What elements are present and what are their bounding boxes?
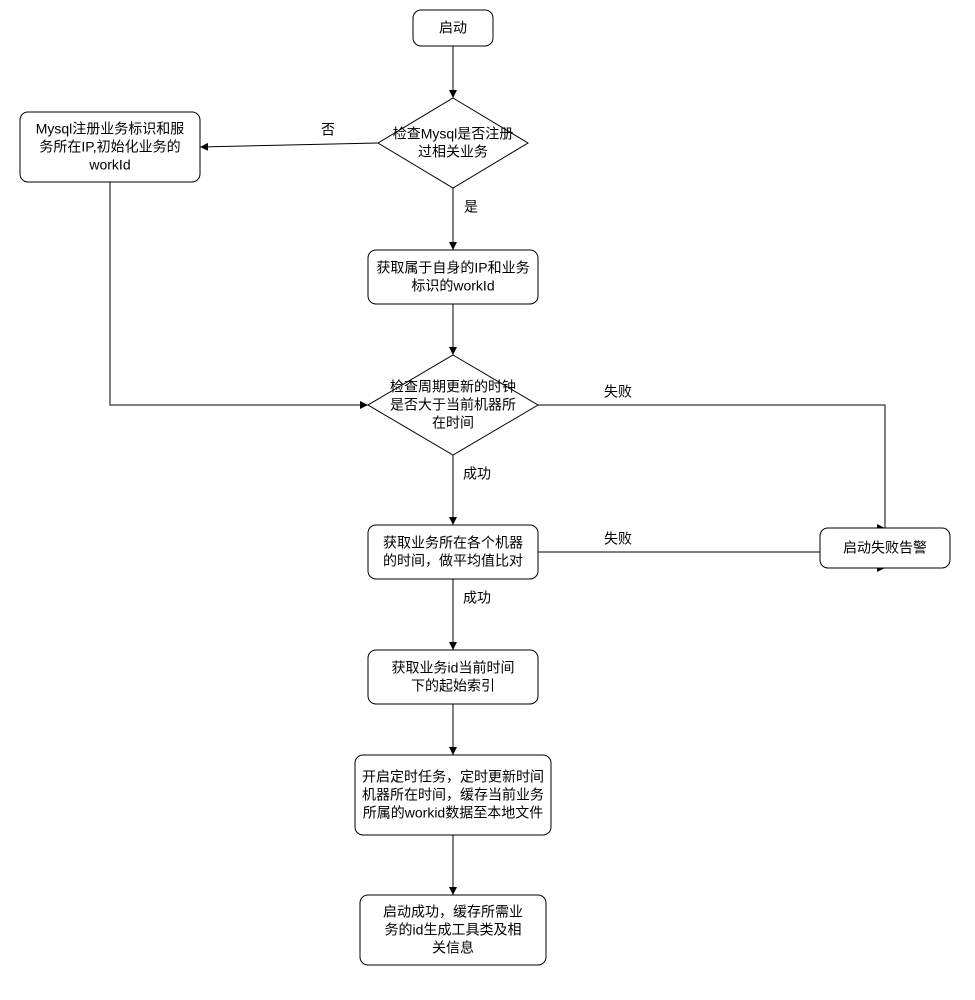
edge bbox=[110, 182, 368, 405]
node-text: 启动成功，缓存所需业 bbox=[383, 904, 523, 920]
node-text: 获取业务所在各个机器 bbox=[383, 535, 523, 551]
edge-label: 否 bbox=[321, 122, 335, 138]
node-text: 标识的workId bbox=[411, 278, 494, 294]
node-text: 所属的workid数据至本地文件 bbox=[363, 805, 543, 821]
edge-label: 失败 bbox=[604, 384, 632, 400]
node-text: 检查周期更新的时钟 bbox=[390, 379, 516, 395]
node-text: 的时间，做平均值比对 bbox=[383, 553, 523, 569]
node-idx: 获取业务id当前时间下的起始索引 bbox=[368, 650, 538, 704]
node-text: 检查Mysql是否注册 bbox=[393, 126, 514, 142]
node-timer: 开启定时任务，定时更新时间机器所在时间，缓存当前业务所属的workid数据至本地… bbox=[355, 755, 551, 835]
node-text: 启动 bbox=[439, 20, 467, 36]
node-register: Mysql注册业务标识和服务所在IP,初始化业务的 workId bbox=[20, 112, 200, 182]
node-alarm: 启动失败告警 bbox=[820, 528, 950, 568]
node-text: workId bbox=[88, 157, 130, 173]
node-text: 下的起始索引 bbox=[411, 678, 495, 694]
node-text: 务所在IP,初始化业务的 bbox=[39, 139, 180, 155]
flowchart-canvas: 否是成功失败失败成功启动检查Mysql是否注册过相关业务Mysql注册业务标识和… bbox=[0, 0, 975, 1000]
node-text: 务的id生成工具类及相 bbox=[385, 922, 522, 938]
node-text: 启动失败告警 bbox=[843, 540, 927, 556]
node-avg: 获取业务所在各个机器的时间，做平均值比对 bbox=[368, 525, 538, 579]
node-getworkid: 获取属于自身的IP和业务标识的workId bbox=[368, 250, 538, 304]
node-text: 开启定时任务，定时更新时间 bbox=[362, 769, 544, 785]
edge-label: 是 bbox=[464, 199, 478, 215]
node-text: 关信息 bbox=[432, 940, 474, 956]
node-text: 获取属于自身的IP和业务 bbox=[376, 260, 529, 276]
node-d2: 检查周期更新的时钟是否大于当前机器所在时间 bbox=[368, 355, 538, 455]
node-d1: 检查Mysql是否注册过相关业务 bbox=[378, 98, 528, 188]
node-text: 过相关业务 bbox=[418, 144, 488, 160]
node-text: 获取业务id当前时间 bbox=[392, 660, 515, 676]
node-success: 启动成功，缓存所需业务的id生成工具类及相关信息 bbox=[360, 895, 546, 965]
node-start: 启动 bbox=[413, 10, 493, 46]
node-text: Mysql注册业务标识和服 bbox=[36, 121, 185, 137]
node-text: 在时间 bbox=[432, 415, 474, 431]
edge bbox=[200, 143, 378, 147]
edge bbox=[538, 405, 885, 528]
node-text: 机器所在时间，缓存当前业务 bbox=[362, 787, 544, 803]
node-text: 是否大于当前机器所 bbox=[390, 397, 516, 413]
edge-label: 失败 bbox=[604, 531, 632, 547]
edge-label: 成功 bbox=[463, 466, 491, 482]
edge-label: 成功 bbox=[463, 590, 491, 606]
